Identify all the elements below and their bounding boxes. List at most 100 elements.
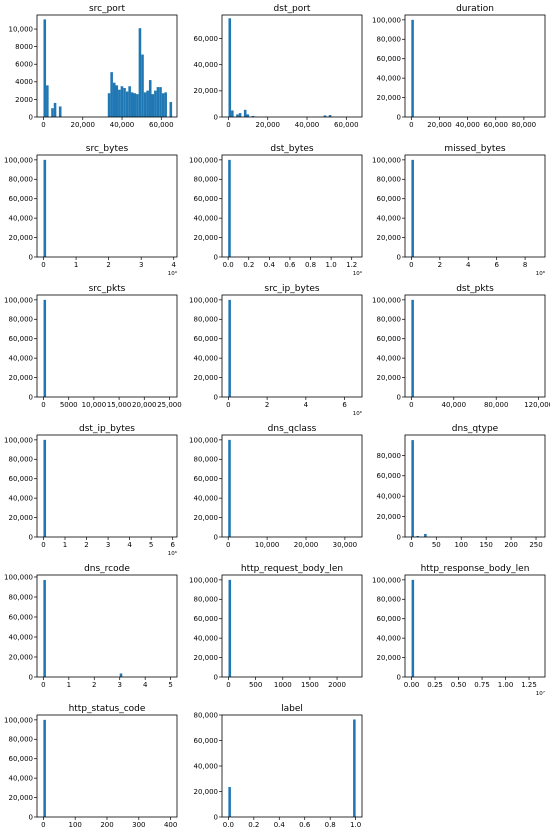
x-tick-label: 0 bbox=[226, 681, 230, 689]
histogram-dst-bytes: dst_bytes 0.0 0.2 0.4 0.6 0.8 1.0 1.2 0 20,000 40,… bbox=[189, 144, 363, 277]
histogram-bar bbox=[154, 90, 157, 117]
x-tick-label: 1500 bbox=[301, 681, 319, 689]
x-tick-label: 0.75 bbox=[474, 681, 490, 689]
y-tick-label: 0 bbox=[397, 253, 401, 261]
histogram-bar bbox=[228, 787, 231, 817]
y-tick-label: 80,000 bbox=[9, 456, 34, 464]
histogram-bar bbox=[123, 87, 126, 117]
histogram-bar bbox=[138, 28, 142, 118]
histogram-dst-port: dst_port 0 20,000 40,000 60,000 0 20,000 40,000… bbox=[194, 4, 363, 129]
chart-title: http_status_code bbox=[69, 704, 146, 714]
y-tick-label: 60,000 bbox=[377, 335, 402, 343]
y-tick-label: 100,000 bbox=[372, 576, 401, 584]
x-tick-label: 0.25 bbox=[427, 681, 443, 689]
x-tick-label: 0 bbox=[41, 261, 45, 269]
y-tick-label: 20,000 bbox=[194, 374, 219, 382]
histogram-bar bbox=[119, 673, 123, 677]
x-tick-label: 0 bbox=[226, 541, 230, 549]
y-tick-label: 20,000 bbox=[194, 234, 219, 242]
chart-title: dst_pkts bbox=[456, 284, 494, 294]
x-tick-label: 200 bbox=[504, 541, 517, 549]
y-tick-label: 60,000 bbox=[194, 195, 219, 203]
x-tick-label: 40,000 bbox=[455, 121, 480, 129]
y-tick-label: 60,000 bbox=[377, 472, 402, 480]
x-tick-label: 60,000 bbox=[149, 121, 174, 129]
histogram-bar bbox=[246, 114, 250, 117]
chart-title: dst_ip_bytes bbox=[79, 424, 135, 434]
y-tick-label: 40,000 bbox=[9, 775, 34, 783]
y-tick-label: 80,000 bbox=[9, 593, 34, 601]
y-tick-label: 60,000 bbox=[9, 195, 34, 203]
y-tick-label: 0 bbox=[397, 673, 401, 681]
x-tick-label: 50 bbox=[432, 541, 441, 549]
x-tick-label: 0 bbox=[409, 541, 413, 549]
y-tick-label: 80,000 bbox=[194, 711, 219, 719]
histogram-bar bbox=[228, 18, 232, 118]
x-tick-label: 0.4 bbox=[274, 821, 286, 829]
chart-title: dns_qtype bbox=[452, 424, 499, 434]
y-tick-label: 60,000 bbox=[194, 475, 219, 483]
plot-frame bbox=[221, 14, 363, 118]
histogram-bar bbox=[148, 80, 152, 117]
x-axis-multiplier: 10⁹ bbox=[353, 270, 362, 277]
x-tick-label: 30,000 bbox=[333, 541, 358, 549]
y-tick-label: 40,000 bbox=[9, 633, 34, 641]
histogram-bar bbox=[236, 114, 239, 117]
y-tick-label: 80,000 bbox=[194, 456, 219, 464]
y-tick-label: 60,000 bbox=[377, 55, 402, 63]
histogram-bar bbox=[238, 113, 242, 117]
plot-frame bbox=[36, 294, 178, 398]
x-tick-label: 0.8 bbox=[305, 261, 316, 269]
y-tick-label: 100,000 bbox=[4, 156, 33, 164]
histogram-bar bbox=[164, 92, 167, 117]
x-tick-label: 5000 bbox=[60, 401, 78, 409]
y-tick-label: 0 bbox=[214, 533, 218, 541]
plot-frame bbox=[221, 294, 363, 398]
y-tick-label: 0 bbox=[214, 673, 218, 681]
y-tick-label: 40,000 bbox=[377, 355, 402, 363]
histogram-bar bbox=[169, 102, 173, 117]
x-axis-multiplier: 10⁹ bbox=[168, 270, 177, 277]
y-tick-label: 80,000 bbox=[9, 736, 34, 744]
y-tick-label: 100,000 bbox=[4, 716, 33, 724]
histogram-bar bbox=[159, 87, 162, 117]
y-tick-label: 20,000 bbox=[9, 514, 34, 522]
y-tick-label: 60,000 bbox=[194, 335, 219, 343]
x-tick-label: 100 bbox=[68, 821, 81, 829]
y-tick-label: 40,000 bbox=[194, 495, 219, 503]
histogram-missed-bytes: missed_bytes 0 2 4 6 8 0 20,000 40,000 60,000 80,0… bbox=[372, 144, 546, 277]
histogram-dst-ip-bytes: dst_ip_bytes 0 1 2 3 4 5 6 0 20,000 40,000 60,000 80… bbox=[4, 424, 178, 557]
x-tick-label: 1.25 bbox=[521, 681, 537, 689]
x-tick-label: 2 bbox=[106, 261, 110, 269]
y-tick-label: 0 bbox=[214, 393, 218, 401]
plot-frame bbox=[221, 154, 363, 258]
x-tick-label: 20,000 bbox=[427, 121, 452, 129]
chart-title: dst_bytes bbox=[270, 144, 314, 154]
y-tick-label: 40,000 bbox=[194, 762, 219, 770]
y-tick-label: 100,000 bbox=[372, 16, 401, 24]
histogram-bar bbox=[411, 440, 414, 537]
x-tick-label: 10,000 bbox=[255, 541, 280, 549]
y-tick-label: 60,000 bbox=[194, 35, 219, 43]
x-tick-label: 1 bbox=[63, 541, 67, 549]
histogram-dst-pkts: dst_pkts 0 40,000 80,000 120,000 0 20,000 40,00… bbox=[372, 284, 550, 409]
y-tick-label: 0 bbox=[214, 813, 218, 821]
x-tick-label: 200 bbox=[100, 821, 113, 829]
x-tick-label: 150 bbox=[479, 541, 492, 549]
y-tick-label: 100,000 bbox=[189, 156, 218, 164]
x-tick-label: 20,000 bbox=[132, 401, 157, 409]
histogram-http-response-body-len: http_response_body_len 0.00 0.25 0.50 0.75 1.… bbox=[372, 564, 546, 697]
x-tick-label: 0 bbox=[41, 121, 45, 129]
histogram-bar bbox=[353, 719, 356, 817]
y-tick-label: 60,000 bbox=[9, 335, 34, 343]
x-tick-label: 4 bbox=[304, 401, 309, 409]
y-tick-label: 40,000 bbox=[194, 635, 219, 643]
x-tick-label: 2 bbox=[92, 681, 96, 689]
histogram-bar bbox=[243, 109, 247, 117]
histogram-bar bbox=[228, 579, 232, 677]
x-axis-multiplier: 10⁶ bbox=[168, 550, 178, 557]
plot-frame bbox=[404, 434, 546, 538]
y-tick-label: 40,000 bbox=[9, 355, 34, 363]
y-tick-label: 0 bbox=[29, 253, 33, 261]
x-tick-label: 0.50 bbox=[451, 681, 467, 689]
